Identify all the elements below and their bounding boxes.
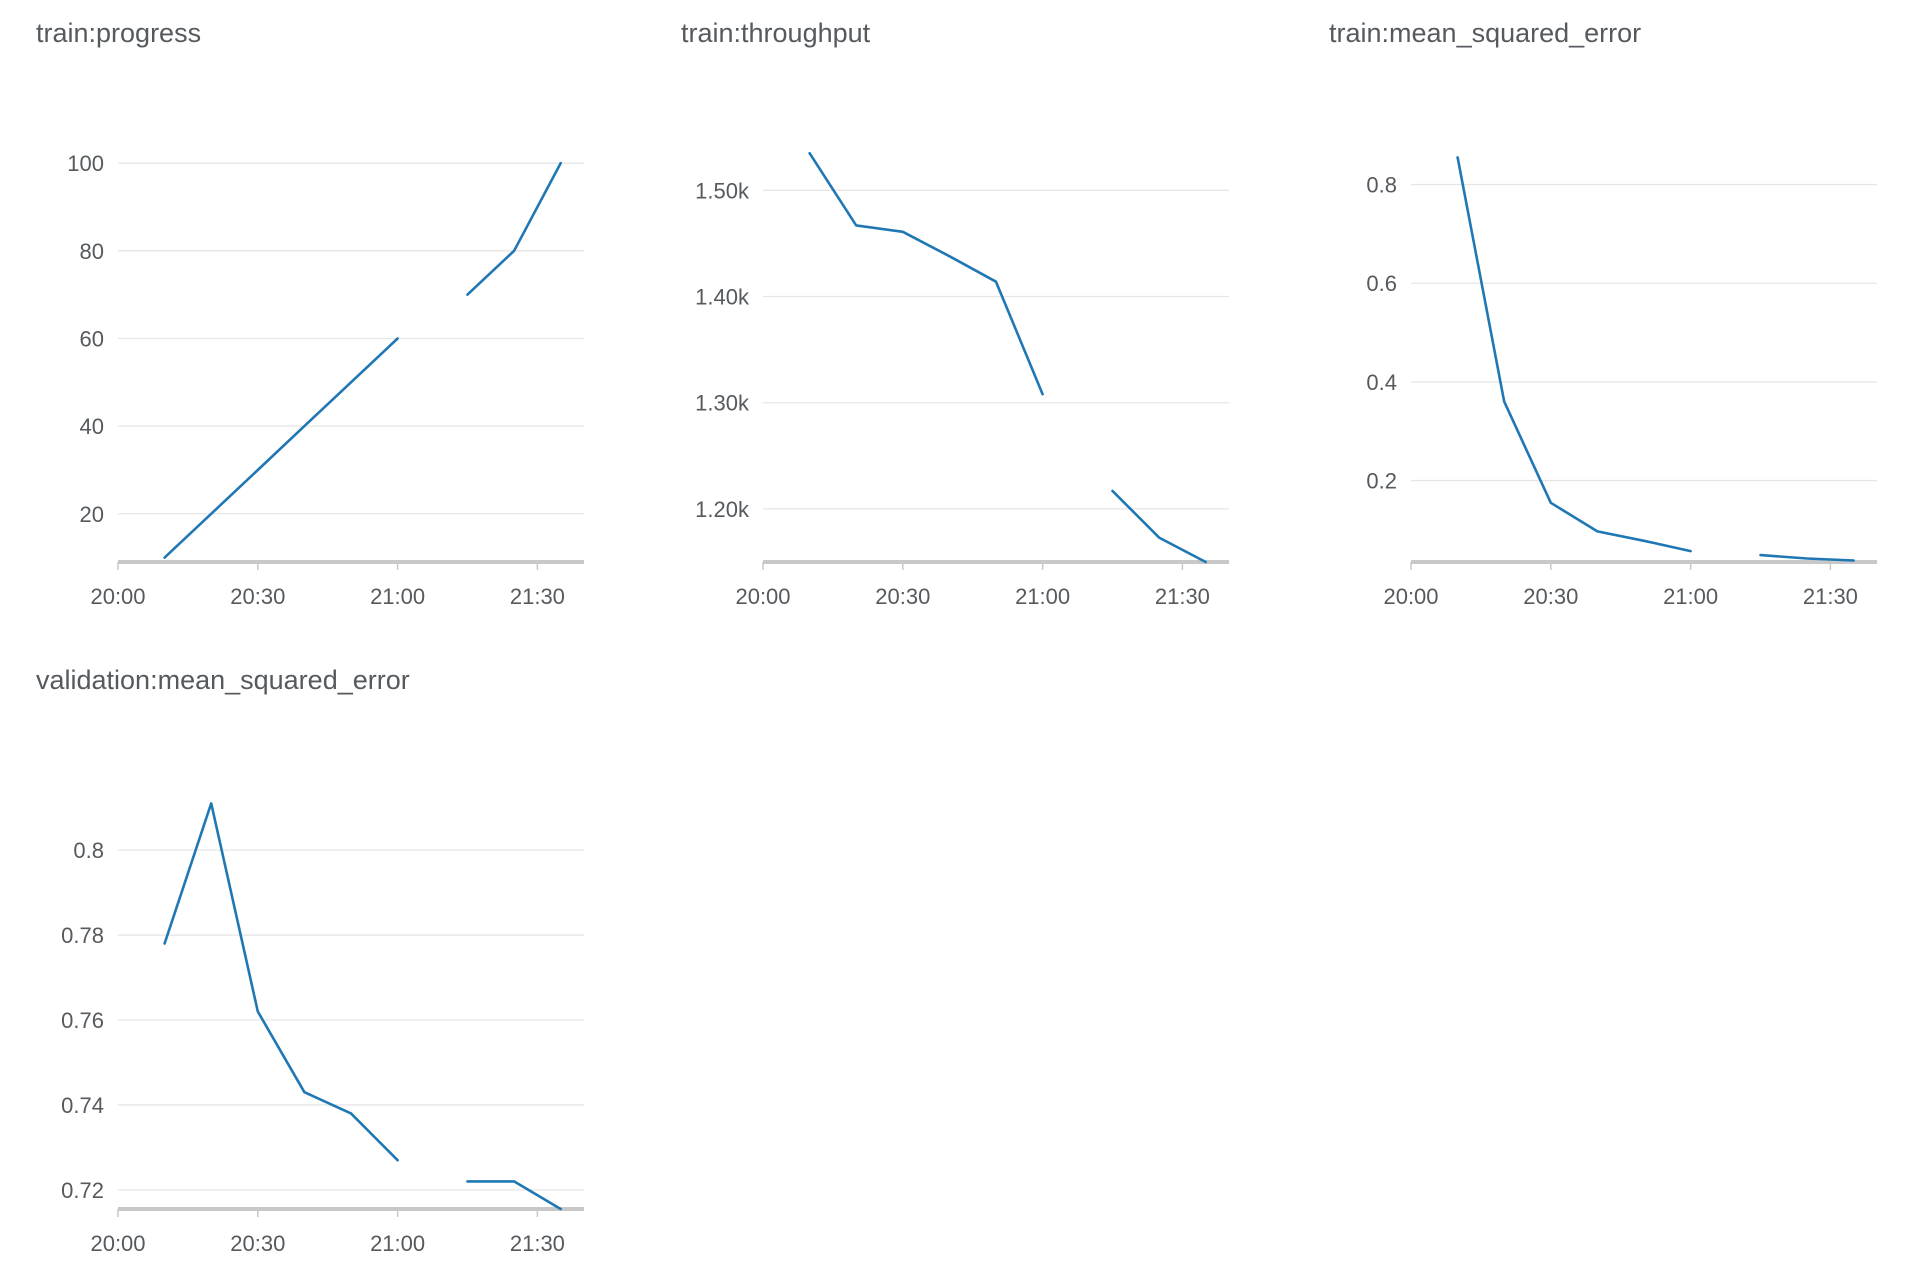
- y-tick-label: 0.4: [1366, 370, 1397, 395]
- y-tick-label: 0.6: [1366, 271, 1397, 296]
- series-line-segment: [165, 803, 398, 1160]
- x-tick-label: 21:30: [1803, 584, 1858, 609]
- y-tick-label: 0.74: [61, 1093, 104, 1118]
- y-tick-label: 0.8: [73, 838, 104, 863]
- y-tick-label: 1.40k: [695, 285, 750, 310]
- x-tick-label: 21:00: [1015, 584, 1070, 609]
- y-tick-label: 1.30k: [695, 391, 750, 416]
- chart-panel-train-progress: train:progress 20 40 60 80 100 20:00 20:30 21:0…: [0, 0, 640, 640]
- y-tick-label: 0.76: [61, 1008, 104, 1033]
- series-line-segment: [468, 163, 561, 295]
- series-line-segment: [1761, 555, 1854, 560]
- x-tick-label: 21:00: [1663, 584, 1718, 609]
- chart-validation-mean-squared-error: 0.72 0.74 0.76 0.78 0.8 20:00 20:30 21:00 21:30: [0, 647, 640, 1287]
- y-tick-label: 60: [80, 326, 104, 351]
- y-tick-label: 80: [80, 239, 104, 264]
- chart-panel-train-mean-squared-error: train:mean_squared_error 0.2 0.4 0.6 0.8 20:…: [1293, 0, 1905, 640]
- series-line-segment: [810, 153, 1043, 394]
- x-tick-label: 20:00: [90, 584, 145, 609]
- x-tick-label: 21:30: [510, 1231, 565, 1256]
- x-tick-label: 20:00: [735, 584, 790, 609]
- y-tick-label: 0.2: [1366, 469, 1397, 494]
- series-line-segment: [1458, 157, 1691, 551]
- series-line-segment: [1113, 491, 1206, 562]
- x-tick-label: 21:00: [370, 1231, 425, 1256]
- chart-train-mean-squared-error: 0.2 0.4 0.6 0.8 20:00 20:30 21:00 21:30: [1293, 0, 1905, 640]
- x-tick-label: 20:00: [90, 1231, 145, 1256]
- y-tick-label: 0.8: [1366, 173, 1397, 198]
- series-line-segment: [165, 339, 398, 558]
- y-tick-label: 0.72: [61, 1178, 104, 1203]
- y-tick-label: 100: [67, 151, 104, 176]
- y-tick-label: 40: [80, 414, 104, 439]
- chart-train-throughput: 1.20k 1.30k 1.40k 1.50k 20:00 20:30 21:00 21:30: [645, 0, 1285, 640]
- series-line-segment: [468, 1181, 561, 1209]
- x-tick-label: 20:00: [1383, 584, 1438, 609]
- chart-panel-validation-mean-squared-error: validation:mean_squared_error 0.72 0.74 0.…: [0, 647, 640, 1287]
- x-tick-label: 20:30: [230, 1231, 285, 1256]
- chart-panel-train-throughput: train:throughput 1.20k 1.30k 1.40k 1.50k 20:…: [645, 0, 1285, 640]
- x-tick-label: 20:30: [230, 584, 285, 609]
- x-tick-label: 21:30: [1155, 584, 1210, 609]
- x-tick-label: 21:00: [370, 584, 425, 609]
- y-tick-label: 20: [80, 502, 104, 527]
- y-tick-label: 0.78: [61, 923, 104, 948]
- y-tick-label: 1.20k: [695, 497, 750, 522]
- x-tick-label: 21:30: [510, 584, 565, 609]
- y-tick-label: 1.50k: [695, 178, 750, 203]
- chart-train-progress: 20 40 60 80 100 20:00 20:30 21:00 21:30: [0, 0, 640, 640]
- x-tick-label: 20:30: [1523, 584, 1578, 609]
- x-tick-label: 20:30: [875, 584, 930, 609]
